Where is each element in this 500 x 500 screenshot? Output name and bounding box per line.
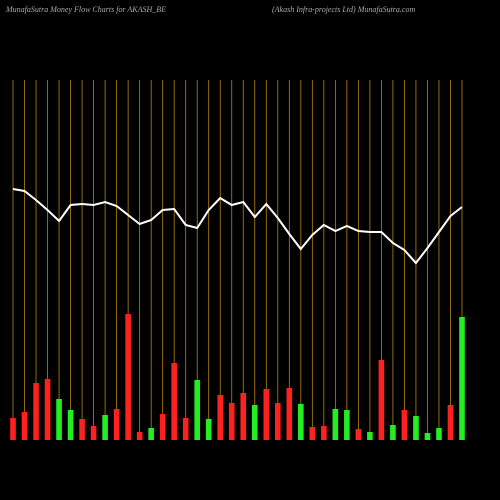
price-line <box>12 188 463 265</box>
bar <box>298 404 304 440</box>
bar <box>171 363 177 440</box>
bar <box>90 426 97 440</box>
bar <box>182 418 189 440</box>
chart-title: MunafaSutra Money Flow Charts for AKASH_… <box>5 5 166 14</box>
bar <box>344 410 350 440</box>
bar <box>332 409 339 440</box>
bar <box>355 429 362 440</box>
bar <box>67 410 74 440</box>
bar <box>159 414 166 440</box>
chart-subtitle: (Akash Infra-projects Ltd) MunafaSutra.c… <box>272 5 415 14</box>
bar <box>136 432 143 440</box>
bar <box>459 317 465 440</box>
bar <box>56 399 62 440</box>
bar <box>274 403 281 440</box>
bar <box>44 379 51 440</box>
bar <box>251 405 258 440</box>
bar <box>401 410 408 440</box>
bar <box>413 416 419 440</box>
bar <box>79 419 85 440</box>
bar <box>10 418 16 440</box>
bar <box>321 426 327 440</box>
bar <box>113 409 120 440</box>
bar <box>447 405 454 440</box>
bar <box>33 383 39 440</box>
bar <box>390 425 396 440</box>
bar <box>378 360 385 440</box>
bar <box>309 427 316 440</box>
bar <box>125 314 131 440</box>
bar <box>205 419 212 440</box>
bar <box>102 415 108 440</box>
bar <box>217 395 224 440</box>
bar <box>424 433 431 440</box>
bar <box>228 403 235 440</box>
bar <box>436 428 442 440</box>
bar <box>148 428 154 440</box>
bar <box>240 393 247 440</box>
bar <box>21 412 28 440</box>
bar <box>286 388 293 440</box>
bar <box>367 432 373 440</box>
bar <box>263 389 270 440</box>
bar <box>194 380 201 440</box>
